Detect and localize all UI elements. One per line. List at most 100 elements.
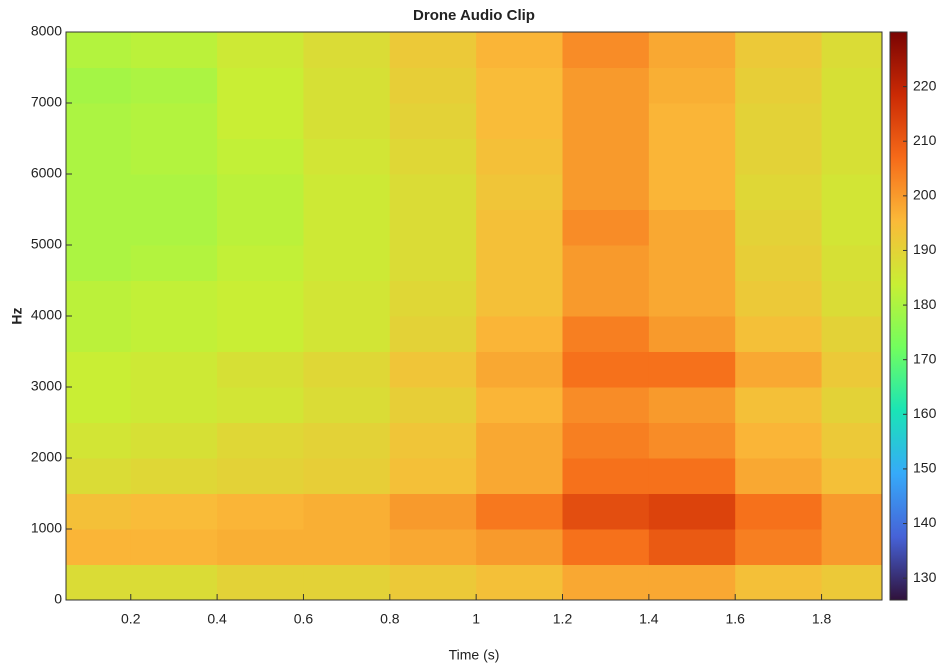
heatmap-cell bbox=[648, 209, 736, 246]
heatmap-cell bbox=[217, 564, 304, 601]
heatmap-cell bbox=[130, 316, 218, 352]
heatmap-cell bbox=[821, 422, 883, 459]
x-tick-label: 1.2 bbox=[553, 611, 573, 627]
heatmap-cell bbox=[303, 174, 391, 210]
heatmap-cell bbox=[389, 67, 477, 104]
heatmap-cell bbox=[66, 138, 132, 175]
heatmap-cell bbox=[217, 245, 304, 281]
heatmap-cell bbox=[648, 103, 736, 139]
heatmap-cell bbox=[303, 351, 391, 388]
heatmap-cell bbox=[66, 493, 132, 530]
heatmap-cell bbox=[735, 138, 823, 175]
heatmap-cell bbox=[648, 67, 736, 104]
heatmap-cell bbox=[735, 245, 823, 281]
heatmap-cell bbox=[562, 32, 650, 68]
heatmap-cell bbox=[66, 174, 132, 210]
heatmap-cell bbox=[476, 529, 564, 565]
heatmap-cell bbox=[303, 32, 391, 68]
heatmap-cell bbox=[217, 493, 304, 530]
heatmap-cell bbox=[735, 67, 823, 104]
colorbar-tick-label: 140 bbox=[913, 514, 937, 530]
y-tick-label: 7000 bbox=[31, 94, 62, 110]
heatmap-cell bbox=[735, 422, 823, 459]
heatmap-cell bbox=[303, 103, 391, 139]
heatmap-cell bbox=[821, 209, 883, 246]
y-tick-label: 6000 bbox=[31, 165, 62, 181]
heatmap-cell bbox=[389, 32, 477, 68]
heatmap-cell bbox=[66, 458, 132, 494]
colorbar-tick-label: 220 bbox=[913, 77, 937, 93]
heatmap-cell bbox=[821, 387, 883, 423]
heatmap-cell bbox=[562, 564, 650, 601]
heatmap-cell bbox=[648, 174, 736, 210]
heatmap-cell bbox=[735, 351, 823, 388]
heatmap-cell bbox=[648, 458, 736, 494]
heatmap-cell bbox=[648, 351, 736, 388]
heatmap-cell bbox=[821, 564, 883, 601]
heatmap-cell bbox=[66, 529, 132, 565]
heatmap-cell bbox=[303, 280, 391, 317]
colorbar-tick-label: 160 bbox=[913, 405, 937, 421]
heatmap-cell bbox=[303, 387, 391, 423]
heatmap-cell bbox=[389, 138, 477, 175]
heatmap-cell bbox=[303, 245, 391, 281]
heatmap-cell bbox=[476, 209, 564, 246]
heatmap-cell bbox=[476, 103, 564, 139]
heatmap-cell bbox=[821, 138, 883, 175]
heatmap-cell bbox=[389, 245, 477, 281]
heatmap-cell bbox=[66, 280, 132, 317]
heatmap-cell bbox=[821, 32, 883, 68]
heatmap-cell bbox=[66, 32, 132, 68]
heatmap-cell bbox=[821, 280, 883, 317]
x-tick-label: 1.6 bbox=[725, 611, 745, 627]
heatmap-cell bbox=[735, 174, 823, 210]
heatmap-cell bbox=[735, 209, 823, 246]
heatmap-cell bbox=[735, 32, 823, 68]
heatmap-cell bbox=[648, 316, 736, 352]
heatmap-cell bbox=[130, 493, 218, 530]
colorbar-tick-label: 180 bbox=[913, 296, 937, 312]
heatmap-cell bbox=[130, 280, 218, 317]
heatmap-cell bbox=[130, 138, 218, 175]
heatmap-cell bbox=[389, 103, 477, 139]
heatmap-cell bbox=[562, 351, 650, 388]
heatmap-cell bbox=[821, 493, 883, 530]
heatmap-cell bbox=[648, 138, 736, 175]
heatmap-cell bbox=[130, 209, 218, 246]
heatmap-cell bbox=[821, 458, 883, 494]
y-tick-label: 1000 bbox=[31, 520, 62, 536]
x-axis-label: Time (s) bbox=[449, 647, 500, 663]
heatmap-cell bbox=[130, 458, 218, 494]
heatmap-cell bbox=[217, 422, 304, 459]
heatmap-cell bbox=[476, 351, 564, 388]
y-tick-label: 0 bbox=[54, 591, 62, 607]
heatmap-cell bbox=[821, 67, 883, 104]
heatmap-cell bbox=[562, 422, 650, 459]
heatmap-cell bbox=[648, 245, 736, 281]
heatmap-cell bbox=[303, 209, 391, 246]
y-tick-label: 3000 bbox=[31, 378, 62, 394]
colorbar-tick-label: 150 bbox=[913, 460, 937, 476]
heatmap-cell bbox=[389, 174, 477, 210]
heatmap-cell bbox=[66, 564, 132, 601]
heatmap-cell bbox=[735, 103, 823, 139]
heatmap-cell bbox=[648, 529, 736, 565]
heatmap-cell bbox=[735, 493, 823, 530]
heatmap-cell bbox=[217, 209, 304, 246]
heatmap-cell bbox=[562, 529, 650, 565]
heatmap-cell bbox=[476, 316, 564, 352]
heatmap-cell bbox=[735, 280, 823, 317]
heatmap-cell bbox=[130, 32, 218, 68]
heatmap-cell bbox=[389, 316, 477, 352]
heatmap-cell bbox=[821, 316, 883, 352]
heatmap-cell bbox=[735, 316, 823, 352]
heatmap-cell bbox=[130, 422, 218, 459]
heatmap-cell bbox=[476, 174, 564, 210]
heatmap-cell bbox=[821, 103, 883, 139]
heatmap-cell bbox=[66, 103, 132, 139]
heatmap-cell bbox=[217, 174, 304, 210]
heatmap-cell bbox=[389, 209, 477, 246]
heatmap-cell bbox=[217, 32, 304, 68]
heatmap-cell bbox=[130, 564, 218, 601]
